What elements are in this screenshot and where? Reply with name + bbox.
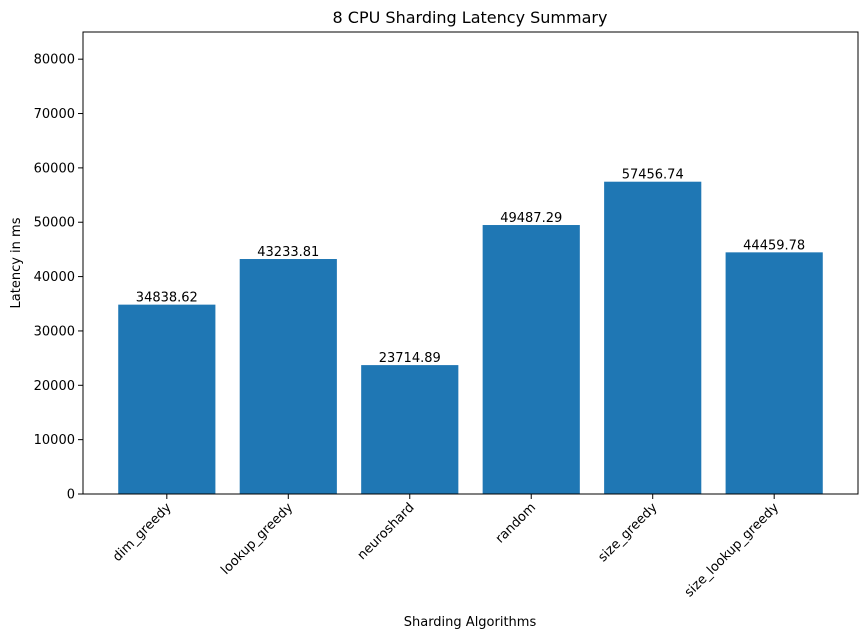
chart-title: 8 CPU Sharding Latency Summary (333, 8, 608, 27)
y-tick-label: 60000 (34, 161, 75, 176)
bar-neuroshard (361, 365, 459, 494)
y-tick-label: 80000 (34, 53, 75, 68)
x-tick-label: random (493, 500, 539, 546)
bar-random (482, 225, 580, 494)
bar-dim_greedy (118, 304, 216, 494)
bar-value-label: 43233.81 (257, 245, 319, 260)
bar-size_lookup_greedy (725, 252, 823, 494)
bar-value-label: 57456.74 (622, 168, 684, 183)
x-tick-label: size_lookup_greedy (682, 500, 782, 600)
y-tick-label: 40000 (34, 270, 75, 285)
y-tick-label: 30000 (34, 324, 75, 339)
x-tick-label: dim_greedy (110, 500, 175, 565)
bar-lookup_greedy (239, 259, 337, 494)
bar-value-label: 44459.78 (743, 238, 805, 253)
y-tick-label: 20000 (34, 379, 75, 394)
bar-value-label: 23714.89 (379, 351, 441, 366)
bar-size_greedy (604, 181, 702, 494)
x-tick-label: size_greedy (596, 500, 661, 565)
y-tick-label: 50000 (34, 216, 75, 231)
x-tick-label: lookup_greedy (218, 500, 296, 578)
plot-area: 34838.62 dim_greedy 43233.81 lookup_greedy 2… (34, 31, 859, 600)
bar-value-label: 49487.29 (500, 211, 562, 226)
x-tick-label: neuroshard (355, 500, 418, 563)
x-axis-label: Sharding Algorithms (404, 615, 537, 630)
y-axis-label: Latency in ms (9, 217, 24, 308)
y-tick-label: 70000 (34, 107, 75, 122)
y-tick-label: 10000 (34, 433, 75, 448)
axes-frame (82, 31, 859, 495)
y-tick-label: 0 (67, 488, 75, 503)
bar-value-label: 34838.62 (136, 291, 198, 306)
